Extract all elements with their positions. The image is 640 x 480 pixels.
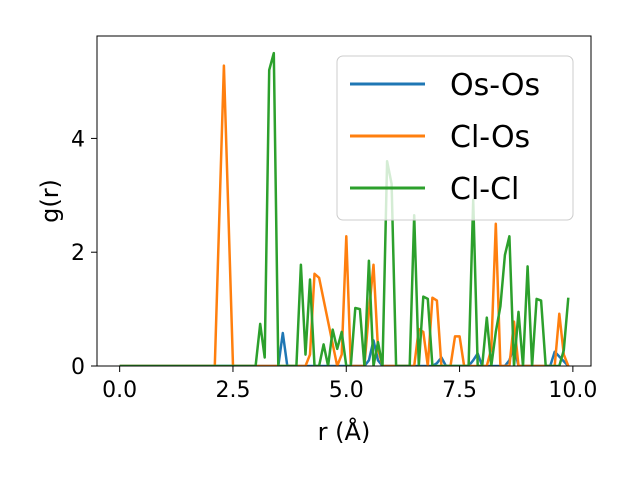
y-axis-label: g(r) bbox=[36, 179, 64, 223]
legend-box bbox=[336, 55, 574, 221]
series-line-cl-cl bbox=[119, 51, 570, 366]
x-tick-label: 5.0 bbox=[329, 378, 364, 403]
y-tick-label: 4 bbox=[71, 127, 85, 152]
x-tick-label: 7.5 bbox=[442, 378, 477, 403]
y-tick-label: 2 bbox=[71, 241, 85, 266]
plot-frame bbox=[96, 35, 592, 367]
x-tick-label: 0.0 bbox=[102, 378, 137, 403]
x-tick-label: 10.0 bbox=[548, 378, 597, 403]
legend-label-cl-os: Cl-Os bbox=[450, 120, 530, 155]
legend-label-cl-cl: Cl-Cl bbox=[450, 172, 519, 207]
series-line-cl-os bbox=[119, 64, 570, 366]
x-tick-label: 2.5 bbox=[215, 378, 250, 403]
legend-label-os-os: Os-Os bbox=[450, 68, 540, 103]
ticks-layer: 0.0 2.5 5.0 7.5 10.0 0 2 4 bbox=[71, 127, 597, 403]
legend: Os-Os Cl-Os Cl-Cl bbox=[336, 55, 574, 221]
y-tick-label: 0 bbox=[71, 355, 85, 380]
series-layer bbox=[119, 51, 570, 366]
x-axis-label: r (Å) bbox=[318, 417, 371, 446]
